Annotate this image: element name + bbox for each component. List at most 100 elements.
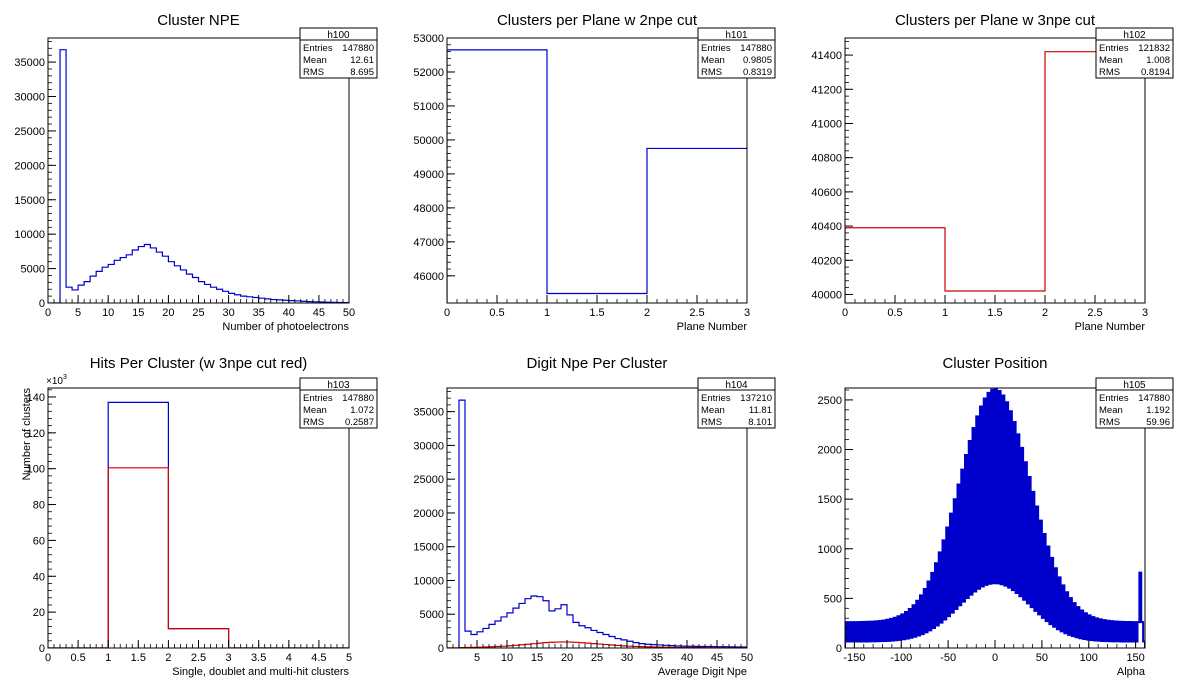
x-tick-label: 10 xyxy=(102,307,114,319)
x-tick-label: 4.5 xyxy=(311,652,326,664)
y-tick-label: 10000 xyxy=(413,575,444,587)
x-tick-label: 25 xyxy=(591,652,603,664)
y-tick-label: 40000 xyxy=(811,289,842,301)
y-tick-label: 41400 xyxy=(811,50,842,62)
stats-box: h105 Entries 147880 Mean 1.192 RMS 59.96 xyxy=(1095,377,1174,429)
y-axis: 0 500 1000 1500 2000 2500 xyxy=(818,389,853,655)
stats-frame xyxy=(697,27,776,79)
y-tick-label: 53000 xyxy=(413,33,444,45)
x-tick-label: -150 xyxy=(843,652,865,664)
y-tick-label: 40800 xyxy=(811,153,842,165)
plot-area xyxy=(48,49,349,303)
y-tick-label: 140 xyxy=(27,392,45,404)
y-tick-label: 40200 xyxy=(811,255,842,267)
plot-area xyxy=(845,51,1145,303)
x-axis: 0 5 10 15 20 25 30 35 40 45 50 xyxy=(45,295,355,319)
stats-value: 147880 xyxy=(740,43,772,54)
histogram-series-0 xyxy=(845,51,1145,303)
y-tick-label: 40400 xyxy=(811,221,842,233)
y-tick-label: 1500 xyxy=(818,494,842,506)
stats-key: Mean xyxy=(1099,55,1123,66)
x-axis-label: Plane Number xyxy=(677,321,748,333)
x-tick-label: 30 xyxy=(222,307,234,319)
x-tick-label: 45 xyxy=(711,652,723,664)
chart-title: Cluster Position xyxy=(942,355,1047,372)
y-tick-label: 51000 xyxy=(413,101,444,113)
y-axis-exponent: ×103 xyxy=(46,374,67,387)
x-tick-label: 35 xyxy=(253,307,265,319)
histogram-series-0 xyxy=(447,399,747,648)
stats-value: 121832 xyxy=(1138,43,1170,54)
stats-value: 8.101 xyxy=(748,417,772,428)
x-axis: 0 0.5 1 1.5 2 2.5 3 xyxy=(842,295,1148,319)
stats-value: 12.61 xyxy=(350,55,374,66)
y-tick-label: 10000 xyxy=(14,229,45,241)
stats-key: Entries xyxy=(1099,43,1129,54)
x-axis: 0 0.5 1 1.5 2 2.5 3 xyxy=(444,295,750,319)
x-tick-label: 30 xyxy=(621,652,633,664)
stats-box: h101 Entries 147880 Mean 0.9805 RMS 0.8319 xyxy=(697,27,776,79)
x-tick-label: 0 xyxy=(444,307,450,319)
plot-area xyxy=(845,388,1145,648)
x-tick-label: 1 xyxy=(942,307,948,319)
x-tick-label: 1.5 xyxy=(589,307,604,319)
x-axis-label: Alpha xyxy=(1117,666,1146,678)
y-tick-label: 60 xyxy=(33,535,45,547)
stats-key: RMS xyxy=(303,417,324,428)
x-tick-label: 20 xyxy=(561,652,573,664)
y-axis: 0 20 40 60 80 100 120 140 xyxy=(27,389,56,655)
y-tick-label: 0 xyxy=(39,298,45,310)
y-tick-label: 500 xyxy=(824,593,842,605)
stats-key: RMS xyxy=(1099,417,1120,428)
y-tick-label: 15000 xyxy=(413,542,444,554)
stats-name: h104 xyxy=(725,380,748,391)
x-tick-label: 2 xyxy=(644,307,650,319)
chart-h103: Hits Per Cluster (w 3npe cut red) 0 0.5 1 1.… xyxy=(21,355,378,678)
stats-value: 147880 xyxy=(1138,393,1170,404)
chart-h102: Clusters per Plane w 3npe cut 0 0.5 1 1.5 2 2.… xyxy=(811,12,1174,333)
y-tick-label: 20000 xyxy=(413,508,444,520)
y-tick-label: 20 xyxy=(33,607,45,619)
y-tick-label: 49000 xyxy=(413,169,444,181)
x-tick-label: 5 xyxy=(346,652,352,664)
y-tick-label: 50000 xyxy=(413,135,444,147)
y-tick-label: 20000 xyxy=(14,160,45,172)
stats-value: 0.2587 xyxy=(345,417,374,428)
plot-area xyxy=(48,401,349,648)
x-tick-label: 0.5 xyxy=(70,652,85,664)
x-tick-label: -100 xyxy=(890,652,912,664)
stats-value: 137210 xyxy=(740,393,772,404)
stats-box: h104 Entries 137210 Mean 11.81 RMS 8.101 xyxy=(697,377,776,429)
stats-key: Mean xyxy=(701,405,725,416)
y-tick-label: 41200 xyxy=(811,84,842,96)
y-axis-label: Number of clusters xyxy=(21,388,33,481)
y-tick-label: 120 xyxy=(27,428,45,440)
x-tick-label: 40 xyxy=(681,652,693,664)
x-axis: -150 -100 -50 0 50 100 150 xyxy=(843,640,1146,664)
plot-area xyxy=(447,49,747,303)
x-axis-label: Single, doublet and multi-hit clusters xyxy=(172,666,349,678)
stats-box: h102 Entries 121832 Mean 1.008 RMS 0.8194 xyxy=(1095,27,1174,79)
stats-key: RMS xyxy=(303,67,324,78)
x-tick-label: 1.5 xyxy=(131,652,146,664)
stats-name: h105 xyxy=(1123,380,1146,391)
y-axis-exponent-power: 3 xyxy=(63,374,67,381)
x-axis-label: Number of photoelectrons xyxy=(222,321,349,333)
x-tick-label: 50 xyxy=(1036,652,1048,664)
y-axis: 40000 40200 40400 40600 40800 41000 41200 41400 xyxy=(811,41,853,301)
y-tick-label: 35000 xyxy=(14,57,45,69)
stats-value: 0.8194 xyxy=(1141,67,1170,78)
x-tick-label: 2 xyxy=(1042,307,1048,319)
y-tick-label: 52000 xyxy=(413,67,444,79)
x-tick-label: 0 xyxy=(842,307,848,319)
plot-area xyxy=(447,399,747,648)
x-tick-label: 2.5 xyxy=(191,652,206,664)
stats-key: RMS xyxy=(1099,67,1120,78)
stats-key: RMS xyxy=(701,67,722,78)
histogram-series-0 xyxy=(845,388,1145,648)
stats-key: Entries xyxy=(701,393,731,404)
stats-name: h101 xyxy=(725,30,748,41)
histogram-series-1 xyxy=(48,467,349,648)
stats-value: 8.695 xyxy=(350,67,374,78)
